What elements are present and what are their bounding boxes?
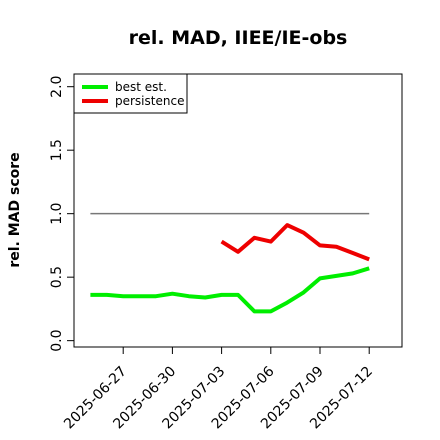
y-tick-label: 1.5 xyxy=(49,139,65,161)
y-axis: 0.0 0.5 1.0 1.5 2.0 xyxy=(49,76,74,352)
y-tick-label: 2.0 xyxy=(49,76,65,98)
series-line-persistence xyxy=(220,223,370,262)
legend-label: best est. xyxy=(115,80,167,94)
legend-label: persistence xyxy=(115,94,184,108)
y-axis-label: rel. MAD score xyxy=(7,152,23,267)
series-line-best-est- xyxy=(90,266,370,314)
series-layer xyxy=(90,223,370,314)
plot-frame xyxy=(73,73,403,348)
x-axis: 2025-06-272025-06-302025-07-032025-07-06… xyxy=(61,347,376,432)
y-tick-label: 1.0 xyxy=(49,203,65,225)
legend: best est.persistence xyxy=(73,73,188,114)
y-tick-label: 0.5 xyxy=(49,266,65,288)
legend-box xyxy=(73,73,188,114)
y-tick-label: 0.0 xyxy=(49,330,65,352)
chart-title: rel. MAD, IIEE/IE-obs xyxy=(129,27,348,49)
